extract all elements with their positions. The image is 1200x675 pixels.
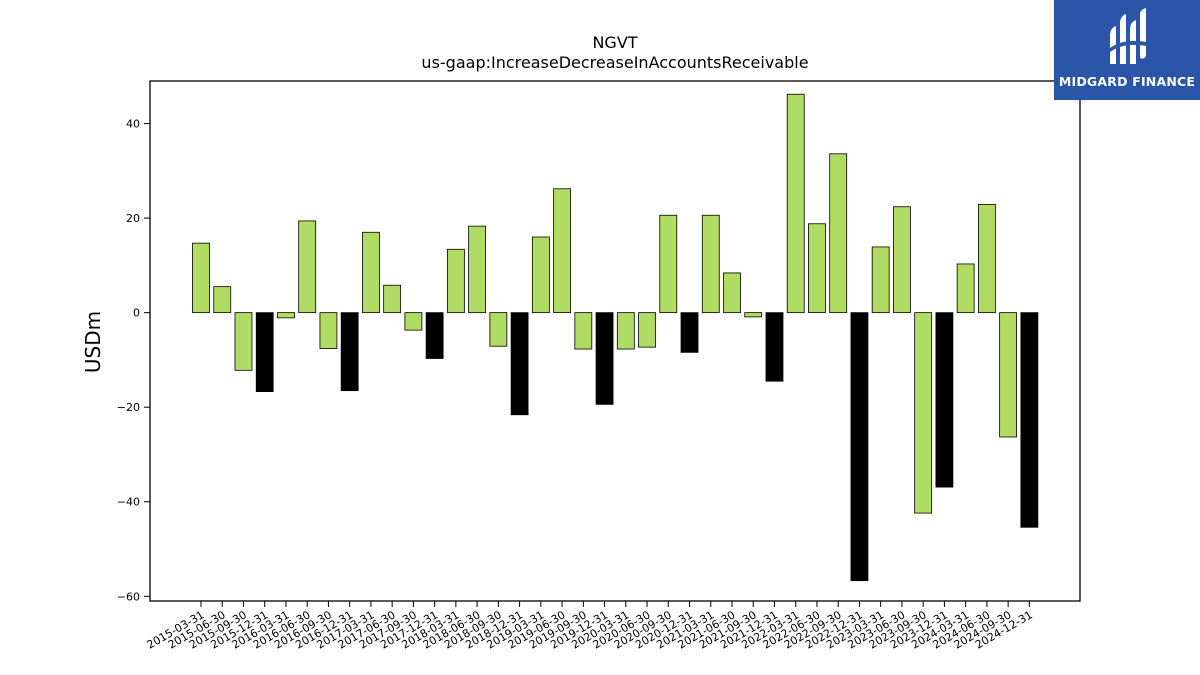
bar-2017-12-31 (425, 312, 444, 359)
bar-2018-03-31 (446, 248, 465, 314)
bar-2023-06-30 (893, 206, 911, 314)
bar-2019-03-31 (531, 236, 550, 314)
y-axis: −60 −40 −20 0 20 40 (117, 118, 150, 603)
bar-2020-12-31 (680, 312, 699, 353)
bar-2017-09-30 (404, 312, 423, 331)
bar-2019-12-31 (595, 312, 614, 405)
bar-2020-03-31 (616, 312, 635, 350)
bar-2022-12-31 (850, 312, 869, 582)
chart-subtitle: us-gaap:IncreaseDecreaseInAccountsReceiv… (421, 53, 808, 72)
bar-2016-06-30 (298, 220, 317, 314)
bars-layer (192, 93, 1039, 582)
x-axis: 2015-03-312015-06-302015-09-302015-12-31… (145, 601, 1035, 652)
bar-2018-12-31 (510, 312, 529, 416)
bar-2016-03-31 (277, 312, 295, 319)
bar-2024-09-30 (999, 312, 1018, 438)
bar-2018-06-30 (468, 225, 487, 314)
y-tick-label: 20 (126, 212, 140, 225)
bar-2023-03-31 (871, 246, 890, 314)
y-axis-label: USDm (81, 311, 105, 373)
bar-2021-03-31 (701, 214, 720, 314)
bar-2016-12-31 (340, 312, 359, 392)
bar-2018-09-30 (489, 312, 508, 347)
bar-2015-12-31 (255, 312, 274, 392)
bar-2021-09-30 (744, 312, 763, 318)
bar-2019-09-30 (574, 312, 593, 350)
bar-2022-06-30 (808, 223, 826, 314)
bar-2024-03-31 (956, 263, 975, 314)
bar-2024-06-30 (977, 203, 996, 314)
midgard-finance-logo: MIDGARD FINANCE (1054, 0, 1200, 100)
plot-frame (149, 80, 1081, 602)
y-tick-label: 0 (133, 307, 140, 320)
midgard-logo-icon (1110, 8, 1146, 64)
bar-2015-09-30 (234, 312, 253, 371)
bar-2022-03-31 (786, 93, 805, 314)
bar-2021-06-30 (723, 272, 741, 314)
brand-name: MIDGARD FINANCE (1058, 74, 1196, 89)
y-tick-label: 40 (126, 118, 140, 131)
y-tick-label: −60 (117, 590, 140, 603)
bar-2024-12-31 (1020, 312, 1039, 528)
bar-2015-06-30 (213, 286, 232, 314)
y-tick-label: −20 (117, 401, 140, 414)
bar-2017-06-30 (383, 284, 402, 314)
chart-title: NGVT (592, 33, 637, 52)
bar-2023-12-31 (935, 312, 954, 488)
bar-2016-09-30 (319, 312, 338, 349)
bar-2015-03-31 (192, 242, 210, 314)
bar-2020-09-30 (659, 214, 678, 314)
bar-2019-06-30 (553, 188, 571, 314)
bar-2023-09-30 (914, 312, 933, 514)
bar-2021-12-31 (765, 312, 784, 382)
bar-2022-09-30 (829, 153, 848, 314)
bar-2017-03-31 (362, 231, 380, 314)
bar-2020-06-30 (638, 312, 656, 348)
y-tick-label: −40 (117, 496, 140, 509)
